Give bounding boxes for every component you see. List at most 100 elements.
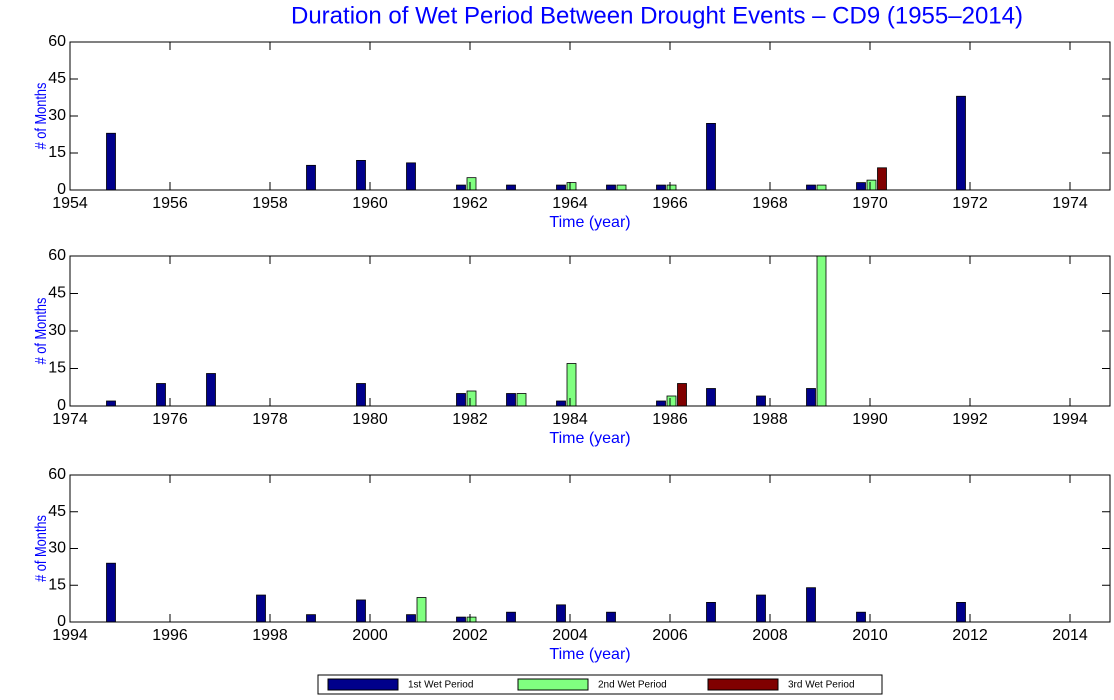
bar: [756, 594, 766, 623]
bar: [877, 167, 887, 191]
y-tick-label: 45: [48, 285, 66, 302]
legend-swatch: [517, 678, 589, 691]
x-axis-label: Time (year): [549, 646, 630, 663]
chart-title: Duration of Wet Period Between Drought E…: [291, 2, 1023, 29]
y-tick-label: 60: [48, 247, 66, 264]
bar: [606, 611, 616, 623]
x-tick-label: 1954: [52, 195, 88, 212]
x-tick-label: 1974: [1052, 195, 1088, 212]
bar: [456, 616, 466, 623]
bar: [856, 611, 866, 623]
bar: [106, 562, 116, 623]
bar: [516, 393, 527, 407]
x-tick-label: 1988: [752, 411, 788, 428]
bar: [706, 602, 716, 623]
y-tick-label: 0: [57, 397, 66, 414]
bar: [677, 383, 687, 407]
x-tick-label: 2000: [352, 627, 388, 644]
y-tick-label: 0: [57, 181, 66, 198]
y-tick-label: 30: [48, 322, 66, 339]
bar: [506, 393, 516, 407]
bar: [306, 164, 316, 191]
x-tick-label: 1992: [952, 411, 988, 428]
x-tick-label: 2006: [652, 627, 688, 644]
legend-swatch: [707, 678, 779, 691]
x-tick-label: 1960: [352, 195, 388, 212]
x-tick-label: 2010: [852, 627, 888, 644]
x-tick-label: 1986: [652, 411, 688, 428]
bar: [956, 602, 966, 623]
x-tick-label: 1980: [352, 411, 388, 428]
y-tick-label: 30: [48, 107, 66, 124]
bar: [466, 177, 477, 191]
bar: [816, 184, 827, 191]
y-tick-label: 15: [48, 360, 66, 377]
y-tick-label: 15: [48, 576, 66, 593]
y-tick-label: 0: [57, 613, 66, 630]
x-tick-label: 1962: [452, 195, 488, 212]
bar: [506, 184, 516, 191]
y-tick-label: 60: [48, 466, 66, 483]
x-tick-label: 1964: [552, 195, 588, 212]
bar: [756, 395, 766, 407]
bar: [206, 373, 216, 407]
y-tick-label: 45: [48, 503, 66, 520]
axes-box: [69, 255, 1111, 407]
bar: [656, 184, 666, 191]
x-tick-label: 1982: [452, 411, 488, 428]
y-axis-label: # of Months: [33, 515, 51, 582]
x-tick-label: 1978: [252, 411, 288, 428]
x-tick-label: 1994: [1052, 411, 1088, 428]
bar: [466, 390, 477, 407]
x-tick-label: 1968: [752, 195, 788, 212]
bar: [106, 400, 116, 407]
bar: [806, 587, 816, 623]
bar: [506, 611, 516, 623]
bar: [356, 159, 366, 191]
bar: [406, 162, 416, 191]
bar: [406, 614, 416, 623]
bar: [706, 123, 716, 191]
bar: [356, 599, 366, 623]
bar: [456, 393, 466, 407]
bar: [866, 179, 877, 191]
x-tick-label: 1998: [252, 627, 288, 644]
legend-swatch: [327, 678, 399, 691]
axes-box: [69, 474, 1111, 623]
bar: [556, 184, 566, 191]
x-tick-label: 2008: [752, 627, 788, 644]
x-tick-label: 1976: [152, 411, 188, 428]
bar: [256, 594, 266, 623]
y-tick-label: 30: [48, 540, 66, 557]
x-tick-label: 2014: [1052, 627, 1088, 644]
bar: [466, 616, 477, 623]
bar: [656, 400, 666, 407]
bar: [456, 184, 466, 191]
bar: [806, 184, 816, 191]
bar: [666, 395, 677, 407]
x-tick-label: 1966: [652, 195, 688, 212]
x-tick-label: 1958: [252, 195, 288, 212]
x-tick-label: 2004: [552, 627, 588, 644]
bar: [156, 383, 166, 407]
bar: [666, 184, 677, 191]
y-tick-label: 45: [48, 70, 66, 87]
y-tick-label: 15: [48, 144, 66, 161]
bar: [416, 597, 427, 623]
bar: [556, 400, 566, 407]
x-tick-label: 1994: [52, 627, 88, 644]
x-tick-label: 1996: [152, 627, 188, 644]
y-axis-label: # of Months: [33, 83, 51, 150]
bar: [566, 182, 577, 191]
x-tick-label: 1970: [852, 195, 888, 212]
axes-box: [69, 41, 1111, 191]
x-tick-label: 1972: [952, 195, 988, 212]
bar: [356, 383, 366, 407]
bar: [956, 95, 966, 191]
bar: [566, 363, 577, 407]
legend-label: 1st Wet Period: [408, 680, 473, 691]
legend-label: 2nd Wet Period: [598, 680, 667, 691]
x-tick-label: 2012: [952, 627, 988, 644]
